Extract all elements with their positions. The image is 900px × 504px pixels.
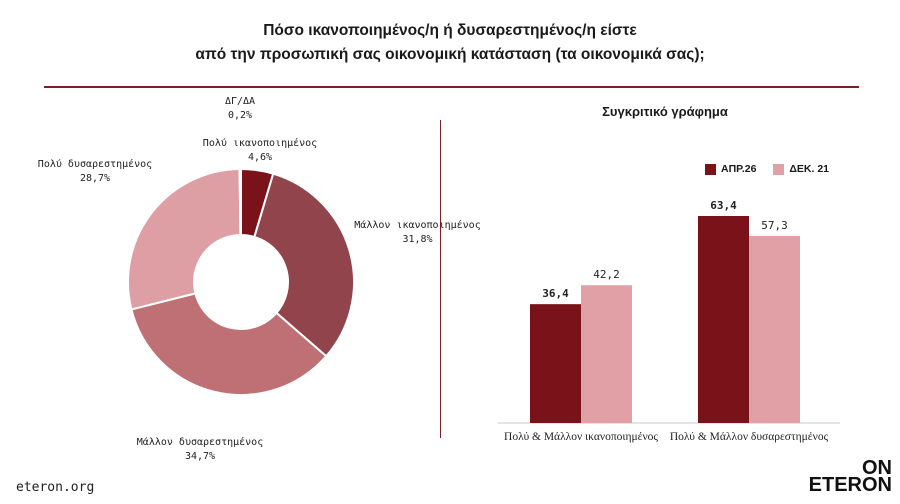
bar-value-label: 63,4 bbox=[710, 199, 737, 212]
bar-chart: 36,4 42,2 Πολύ & Μάλλον ικανοποιημένος 63,4… bbox=[498, 199, 840, 443]
chart-title-line2: από την προσωπική σας οικονομική κατάστα… bbox=[195, 46, 705, 63]
title-divider bbox=[44, 86, 859, 88]
eteron-logo: ON ETERON bbox=[806, 457, 892, 496]
slice-label-very-dissatisfied-value: 28,7% bbox=[79, 173, 111, 184]
slice-label-rather-dissatisfied-value: 34,7% bbox=[184, 451, 216, 462]
slice-label-dk-name: ΔΓ/ΔΑ bbox=[224, 96, 256, 107]
logo-line2: ETERON bbox=[808, 474, 892, 496]
legend-item-dec21: ΔΕΚ. 21 bbox=[773, 163, 829, 175]
bar-chart-title: Συγκριτικό γράφημα bbox=[602, 104, 728, 119]
legend-swatch-apr26 bbox=[705, 163, 716, 175]
slice-label-dk-value: 0,2% bbox=[227, 110, 253, 121]
chart-title-line1: Πόσο ικανοποιημένος/η ή δυσαρεστημένος/η… bbox=[263, 22, 637, 39]
legend-label-dec21: ΔΕΚ. 21 bbox=[789, 163, 830, 175]
slice-label-rather-satisfied-name: Μάλλον ικανοποιημένος bbox=[354, 220, 481, 231]
slice-dk bbox=[238, 167, 242, 237]
legend: ΑΠΡ.26 ΔΕΚ. 21 bbox=[705, 163, 843, 178]
legend-item-apr26: ΑΠΡ.26 bbox=[705, 163, 756, 175]
slice-label-very-dissatisfied: Πολύ δυσαρεστημένος 28,7% bbox=[25, 158, 165, 186]
slice-label-very-satisfied-name: Πολύ ικανοποιημένος bbox=[202, 138, 318, 149]
slice-label-rather-dissatisfied-name: Μάλλον δυσαρεστημένος bbox=[136, 437, 264, 448]
legend-swatch-dec21 bbox=[773, 163, 785, 175]
slice-label-rather-dissatisfied: Μάλλον δυσαρεστημένος 34,7% bbox=[125, 436, 275, 464]
slice-label-rather-satisfied: Μάλλον ικανοποιημένος 31,8% bbox=[345, 219, 490, 247]
bar-value-label: 57,3 bbox=[761, 219, 788, 232]
legend-label-apr26: ΑΠΡ.26 bbox=[721, 163, 757, 175]
footer-website: eteron.org bbox=[16, 480, 95, 495]
slice-label-very-satisfied-value: 4,6% bbox=[247, 152, 273, 163]
bar-value-label: 42,2 bbox=[593, 268, 620, 281]
slice-label-very-satisfied: Πολύ ικανοποιημένος 4,6% bbox=[190, 137, 330, 165]
donut-chart bbox=[127, 167, 355, 396]
bar-dec21-dissatisfied bbox=[749, 235, 800, 423]
slice-rather-satisfied bbox=[253, 172, 355, 358]
slice-very-dissatisfied bbox=[127, 167, 242, 311]
slice-label-rather-satisfied-value: 31,8% bbox=[402, 234, 433, 245]
bar-apr26-dissatisfied bbox=[698, 216, 749, 423]
category-tick-label: Πολύ & Μάλλον ικανοποιημένος bbox=[504, 431, 658, 443]
bar-apr26-satisfied bbox=[530, 304, 581, 423]
bar-dec21-satisfied bbox=[581, 285, 632, 423]
panel-divider bbox=[440, 120, 441, 438]
slice-rather-dissatisfied bbox=[130, 292, 328, 396]
logo-line1: ON bbox=[862, 457, 892, 479]
category-tick-label: Πολύ & Μάλλον δυσαρεστημένος bbox=[670, 431, 829, 443]
slice-label-very-dissatisfied-name: Πολύ δυσαρεστημένος bbox=[37, 159, 153, 170]
slice-label-dk: ΔΓ/ΔΑ 0,2% bbox=[200, 95, 280, 123]
bar-value-label: 36,4 bbox=[542, 287, 569, 300]
